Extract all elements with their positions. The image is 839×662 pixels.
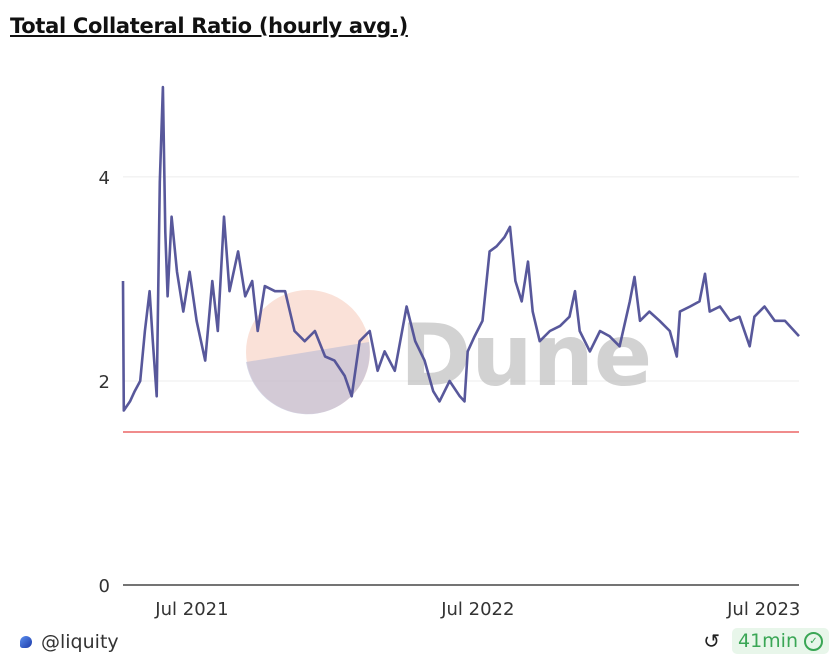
refresh-icon[interactable]: ↺ xyxy=(703,629,720,653)
x-tick-label: Jul 2023 xyxy=(726,599,800,620)
svg-text:Dune: Dune xyxy=(400,306,652,406)
dune-watermark: Dune xyxy=(246,290,652,415)
liquity-logo-icon xyxy=(20,636,32,648)
y-tick-label: 4 xyxy=(99,168,110,189)
query-age: 41min xyxy=(737,630,798,652)
author-handle[interactable]: @liquity xyxy=(41,631,119,653)
y-tick-label: 0 xyxy=(99,576,110,597)
x-tick-label: Jul 2022 xyxy=(440,599,514,620)
x-tick-label: Jul 2021 xyxy=(154,599,228,620)
freshness-badge: 41min ✓ xyxy=(731,628,829,654)
y-tick-label: 2 xyxy=(99,372,110,393)
series-line-collateral-ratio xyxy=(121,85,800,412)
footer-author[interactable]: @liquity xyxy=(20,631,119,653)
chart-title: Total Collateral Ratio (hourly avg.) xyxy=(10,14,408,38)
verified-check-icon: ✓ xyxy=(804,631,823,651)
